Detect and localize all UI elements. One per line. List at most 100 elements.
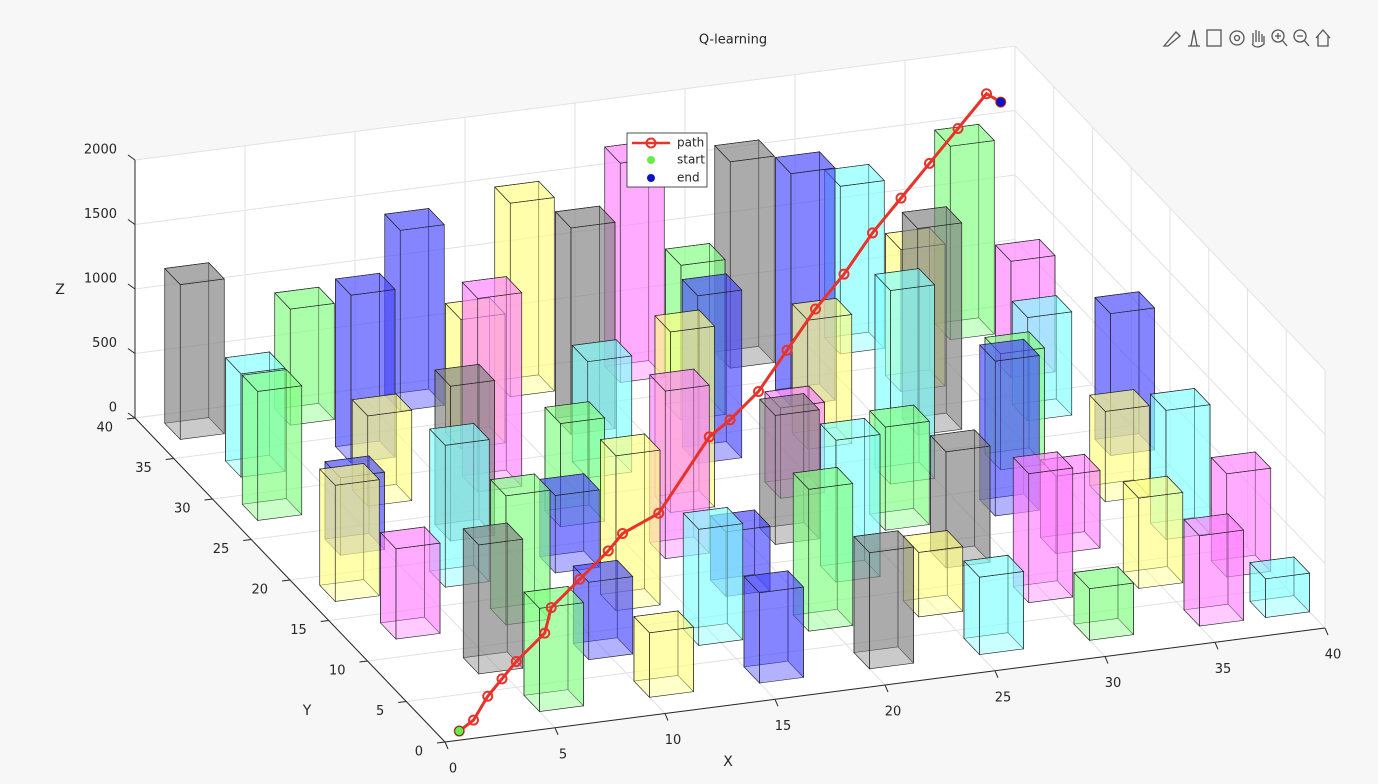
path-marker: [539, 627, 551, 639]
obstacle-face: [774, 151, 836, 174]
obstacle-face: [429, 423, 490, 446]
path-marker: [895, 192, 907, 204]
obstacle-face: [1089, 582, 1134, 641]
x-tick: [444, 741, 449, 750]
x-tick: [994, 670, 999, 678]
icon: [1206, 29, 1222, 47]
z-axis-label: Z: [55, 282, 65, 298]
obstacle-face: [462, 522, 524, 546]
z-tick: [127, 412, 136, 419]
icon: [1251, 30, 1265, 48]
legend-tool[interactable]: [1206, 29, 1222, 47]
grid-line: [406, 587, 1287, 702]
obstacle: [1122, 475, 1184, 590]
grid-line: [1014, 45, 1326, 371]
obstacle-face: [257, 385, 303, 521]
x-tick-label: 35: [1215, 662, 1232, 677]
rotate-tool[interactable]: [1229, 30, 1245, 46]
grid-line: [289, 465, 1171, 581]
obstacle-face: [555, 211, 572, 436]
y-tick-label: 15: [290, 623, 307, 638]
obstacle-face: [819, 418, 881, 441]
path-marker: [703, 431, 715, 443]
obstacle-face: [743, 575, 760, 684]
obstacle: [494, 180, 555, 398]
obstacle: [824, 163, 885, 355]
obstacle: [1073, 566, 1135, 642]
grid-line: [1014, 303, 1326, 629]
obstacle-face: [979, 571, 1024, 655]
obstacle-face: [984, 331, 1046, 355]
obstacle-face: [918, 546, 964, 618]
obstacle-face: [869, 404, 930, 428]
obstacle: [334, 272, 396, 464]
x-tick-label: 5: [559, 747, 567, 762]
obstacle: [351, 393, 413, 507]
y-tick-label: 25: [213, 542, 230, 557]
grid-line: [134, 45, 1016, 161]
obstacle-face: [884, 227, 946, 251]
zoom-in-tool[interactable]: [1271, 29, 1288, 47]
path-marker: [753, 385, 764, 397]
obstacle-face: [792, 467, 854, 490]
obstacle-face: [224, 351, 286, 375]
path-marker: [653, 507, 665, 519]
pan-tool[interactable]: [1251, 30, 1265, 48]
zoom-out-tool[interactable]: [1293, 29, 1310, 47]
obstacle-face: [901, 206, 963, 229]
toolbar: [1162, 29, 1331, 48]
y-tick: [320, 620, 329, 622]
x-tick-label: 0: [449, 762, 457, 777]
obstacle: [274, 286, 335, 426]
home-tool[interactable]: [1315, 29, 1331, 47]
obstacle: [654, 309, 716, 514]
z-tick: [127, 219, 136, 225]
icon: [1297, 35, 1310, 47]
obstacle: [979, 338, 1040, 517]
obstacle-face: [714, 139, 775, 163]
obstacle-face: [874, 268, 936, 291]
obstacle: [984, 331, 1046, 471]
y-tick: [204, 498, 213, 501]
obstacle-face: [572, 560, 634, 583]
obstacle-face: [380, 531, 397, 640]
obstacle: [934, 123, 995, 341]
obstacle: [444, 296, 506, 450]
brush-tool[interactable]: [1162, 31, 1181, 47]
icon: [1233, 34, 1241, 42]
obstacle-face: [334, 479, 380, 602]
obstacle-face: [963, 554, 1025, 578]
path-marker: [810, 303, 821, 315]
x-tick: [884, 684, 889, 693]
obstacle: [539, 472, 600, 574]
obstacle-face: [994, 239, 1056, 262]
obstacle: [1249, 556, 1311, 619]
obstacle-face: [241, 374, 259, 522]
obstacle-face: [824, 164, 885, 187]
obstacle-face: [649, 626, 694, 698]
data-tips-tool[interactable]: [1188, 29, 1200, 47]
obstacle-face: [698, 523, 744, 646]
obstacle: [319, 462, 380, 603]
obstacle-face: [1012, 451, 1074, 474]
obstacle-face: [444, 297, 506, 320]
path-marker: [724, 414, 736, 426]
obstacle-face: [554, 205, 616, 229]
obstacle: [544, 400, 606, 528]
grid-line: [173, 344, 1054, 459]
obstacle: [164, 262, 225, 441]
obstacle-face: [571, 339, 633, 362]
obstacle: [241, 368, 303, 522]
obstacle-face: [554, 489, 600, 574]
x-axis: [444, 627, 1326, 743]
x-tick: [554, 727, 559, 735]
obstacle-face: [664, 243, 726, 266]
obstacle: [709, 509, 771, 598]
obstacle: [379, 526, 441, 640]
obstacle: [853, 530, 915, 670]
grid-line: [328, 506, 1209, 621]
obstacle-face: [319, 463, 380, 486]
obstacle-face: [395, 542, 441, 640]
y-tick-label: 5: [376, 704, 384, 719]
grid-line: [1014, 110, 1326, 435]
